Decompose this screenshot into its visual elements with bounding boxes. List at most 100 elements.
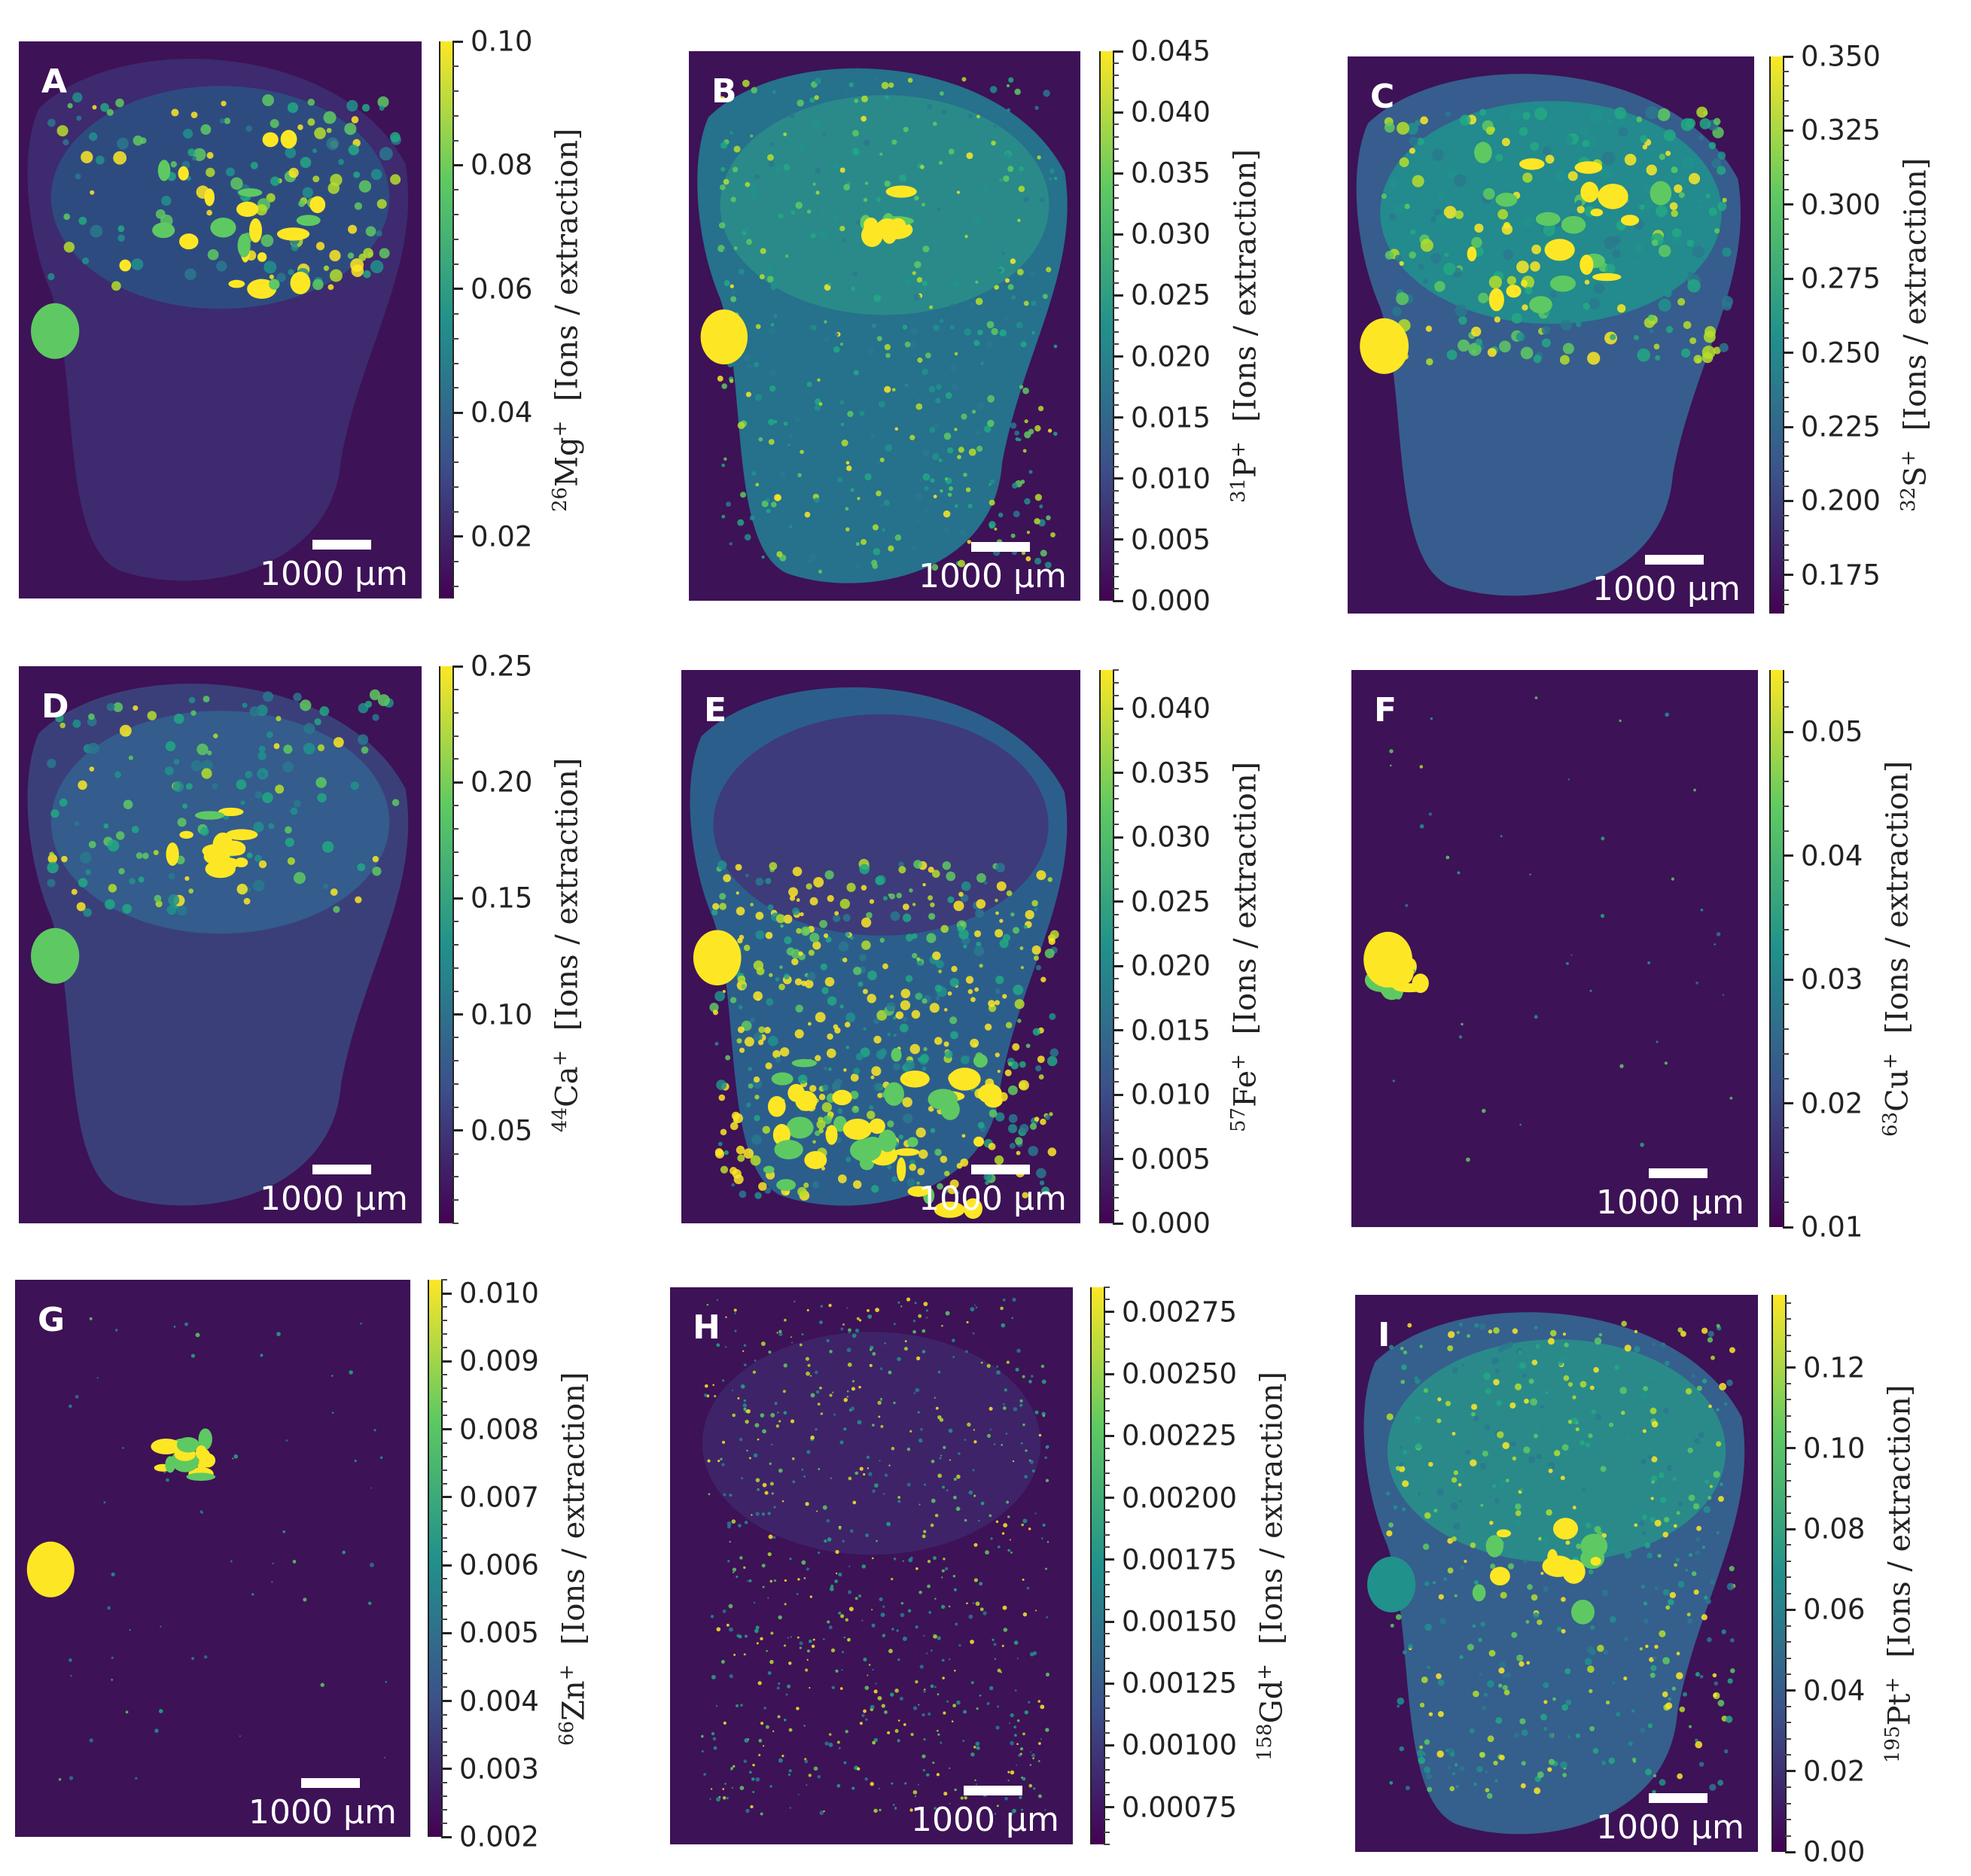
intensity-speckle <box>879 152 883 156</box>
intensity-speckle <box>1028 428 1034 434</box>
intensity-speckle <box>779 1047 790 1057</box>
colorbar-tick-label: 0.175 <box>1801 559 1881 592</box>
intensity-speckle <box>1582 139 1589 148</box>
colorbar-major-tick <box>452 1013 463 1016</box>
colorbar-tick-label: 0.00125 <box>1122 1667 1238 1700</box>
intensity-speckle <box>1016 321 1023 329</box>
intensity-speckle <box>714 991 726 1002</box>
intensity-speckle <box>165 741 176 752</box>
intensity-speckle <box>258 860 267 869</box>
intensity-speckle <box>1494 1368 1500 1374</box>
intensity-speckle <box>1562 1773 1567 1777</box>
intensity-speckle <box>1428 812 1432 816</box>
intensity-speckle <box>818 1320 823 1325</box>
colorbar <box>1771 670 1783 1227</box>
colorbar-tick-label: 0.00150 <box>1122 1605 1238 1638</box>
colorbar-minor-tick <box>1104 1670 1110 1672</box>
intensity-speckle <box>1437 1397 1442 1402</box>
intensity-speckle <box>773 420 778 424</box>
intensity-speckle <box>1029 1764 1032 1766</box>
intensity-speckle <box>372 856 379 863</box>
intensity-speckle <box>251 1593 254 1596</box>
intensity-speckle <box>1565 961 1569 965</box>
intensity-speckle <box>966 1602 968 1605</box>
intensity-speckle <box>737 422 745 430</box>
intensity-speckle <box>1561 1597 1566 1602</box>
intensity-speckle <box>850 1090 859 1100</box>
intensity-speckle <box>922 1754 926 1759</box>
intensity-speckle <box>1500 1591 1507 1599</box>
intensity-speckle <box>988 1000 995 1007</box>
colorbar-tick-label: 0.12 <box>1803 1351 1866 1384</box>
element-symbol: Fe <box>1228 1070 1263 1107</box>
intensity-speckle <box>276 716 282 722</box>
intensity-speckle <box>1021 1523 1025 1527</box>
colorbar-unit: [Ions / extraction] <box>550 757 585 1031</box>
colorbar-minor-tick <box>1783 411 1789 413</box>
colorbar-major-tick <box>1113 477 1123 480</box>
intensity-speckle <box>789 1807 791 1809</box>
intensity-speckle <box>858 1319 862 1322</box>
intensity-speckle <box>1649 328 1654 334</box>
hotspot <box>1489 1567 1510 1586</box>
colorbar-minor-tick <box>441 1536 447 1539</box>
colorbar-tick-label: 0.04 <box>1801 839 1863 873</box>
intensity-speckle <box>997 1070 1001 1074</box>
intensity-speckle <box>307 118 315 126</box>
intensity-speckle <box>1006 1500 1010 1504</box>
intensity-speckle <box>744 534 751 541</box>
intensity-speckle <box>307 98 315 106</box>
intensity-speckle <box>904 1340 907 1343</box>
intensity-speckle <box>882 528 886 532</box>
colorbar-minor-tick <box>1113 1119 1119 1122</box>
colorbar-tick-label: 0.10 <box>471 998 533 1031</box>
colorbar-minor-tick <box>1113 862 1119 864</box>
intensity-speckle <box>1722 994 1724 996</box>
intensity-speckle <box>354 1460 357 1463</box>
intensity-speckle <box>915 1127 926 1138</box>
heatmap-image: C 1000 µm <box>1348 56 1754 614</box>
intensity-speckle <box>1019 385 1024 389</box>
colorbar-minor-tick <box>452 735 458 737</box>
intensity-speckle <box>1673 1524 1677 1528</box>
colorbar-major-tick <box>1783 574 1793 577</box>
intensity-speckle <box>1645 105 1659 120</box>
intensity-speckle <box>1028 1527 1031 1530</box>
intensity-speckle <box>1436 1488 1445 1496</box>
intensity-speckle <box>1647 1552 1653 1559</box>
intensity-speckle <box>973 215 982 224</box>
intensity-speckle <box>836 254 842 260</box>
intensity-speckle <box>1017 1019 1022 1023</box>
intensity-speckle <box>1563 1375 1570 1381</box>
intensity-speckle <box>758 1753 761 1756</box>
intensity-speckle <box>1624 1345 1631 1352</box>
intensity-speckle <box>1519 1661 1525 1667</box>
intensity-speckle <box>1470 1542 1476 1549</box>
intensity-speckle <box>1046 1616 1048 1619</box>
intensity-speckle <box>1499 340 1511 353</box>
colorbar-minor-tick <box>452 874 458 876</box>
heatmap-image: G 1000 µm <box>15 1280 410 1837</box>
intensity-speckle <box>928 1610 932 1614</box>
colorbar-label: 158Gd+ [Ions / extraction] <box>1254 1371 1289 1760</box>
intensity-speckle <box>1650 1664 1657 1671</box>
intensity-speckle <box>50 809 59 818</box>
intensity-speckle <box>1651 1421 1659 1428</box>
colorbar-major-tick <box>1785 1689 1796 1692</box>
intensity-speckle <box>272 1562 274 1565</box>
intensity-speckle <box>230 177 243 190</box>
hotspot <box>1485 1535 1503 1558</box>
intensity-speckle <box>1425 1773 1432 1780</box>
intensity-speckle <box>753 1453 758 1457</box>
intensity-speckle <box>999 918 1004 923</box>
colorbar-minor-tick <box>1783 706 1789 708</box>
intensity-speckle <box>1640 1727 1646 1734</box>
intensity-speckle <box>721 514 726 519</box>
intensity-speckle <box>1712 1673 1717 1678</box>
colorbar-minor-tick <box>441 1754 447 1756</box>
intensity-speckle <box>982 1611 987 1616</box>
intensity-speckle <box>1669 1591 1677 1599</box>
hotspot <box>152 222 175 239</box>
intensity-speckle <box>844 91 848 96</box>
intensity-speckle <box>1647 1454 1653 1460</box>
